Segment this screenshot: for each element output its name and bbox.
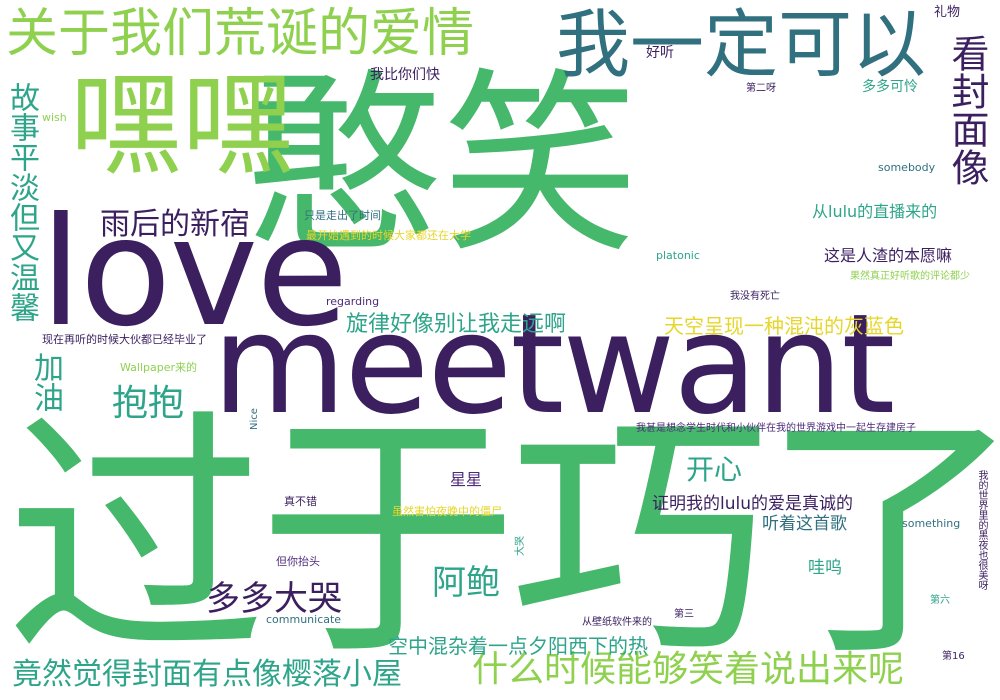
word-nice: Nice: [249, 408, 260, 430]
word-yuhou: 雨后的新宿: [100, 207, 250, 242]
word-haoting: 好听: [646, 45, 674, 61]
word-di16: 第16: [942, 651, 965, 662]
word-guanyu: 关于我们荒诞的爱情: [6, 4, 475, 64]
word-bizhi: 从壁纸软件来的: [582, 617, 652, 628]
word-shenme: 什么时候能够笑着说出来呢: [472, 649, 905, 690]
word-zhenbucuo: 真不错: [284, 495, 317, 508]
word-zheshi: 这是人渣的本愿嘛: [824, 246, 953, 265]
word-kaixin: 开心: [686, 453, 743, 486]
word-woyiding: 我一定可以: [556, 2, 926, 88]
word-conglulu: 从lulu的直播来的: [812, 202, 938, 221]
word-liwu: 礼物: [934, 5, 961, 20]
word-communicate: communicate: [266, 613, 342, 626]
word-duoduodaku: 多多大哭: [206, 579, 342, 619]
word-heihei: 嘿嘿: [70, 61, 294, 191]
word-hanxiao: 憨笑: [246, 52, 639, 280]
word-guoyuqiaole: 过于巧了: [6, 389, 1000, 691]
word-zhengming: 证明我的lulu的爱是真诚的: [652, 494, 853, 514]
word-wallpaper: Wallpaper来的: [120, 361, 198, 374]
word-woshen: 我甚是想念学生时代和小伙伴在我的世界游戏中一起生存建房子: [636, 423, 916, 434]
word-something: something: [902, 517, 961, 530]
word-danni: 但你抬头: [276, 555, 320, 568]
word-xianzai: 现在再听的时候大伙都已经毕业了: [42, 333, 207, 346]
word-love: love: [40, 186, 349, 360]
word-wish: wish: [42, 111, 67, 124]
word-tiankong: 天空呈现一种混沌的灰蓝色: [664, 314, 904, 338]
word-womeiyou: 我没有死亡: [730, 291, 780, 302]
word-disan: 第三: [674, 609, 694, 620]
word-kongzhong: 空中混杂着一点夕阳西下的热: [388, 634, 648, 658]
word-jiayou: 加油: [28, 352, 63, 412]
word-diliu: 第六: [930, 595, 950, 606]
word-suiran: 虽然害怕夜晚中的僵尸: [392, 505, 502, 518]
word-xingxing: 星星: [450, 470, 483, 489]
word-meetwant: meetwant: [212, 284, 895, 445]
word-daku: 大哭: [515, 536, 526, 556]
word-kanfengmian: 看封面像: [945, 34, 989, 186]
word-xuanlv: 旋律好像别让我走远啊: [346, 312, 567, 337]
word-abao: 阿鲍: [432, 563, 500, 603]
word-dierya: 第二呀: [746, 83, 776, 94]
word-wode: 我的世界里的黑夜也很美呀: [976, 470, 987, 590]
word-baobao: 抱抱: [112, 383, 185, 424]
word-duoduokelian: 多多可怜: [862, 79, 918, 95]
word-guoran: 果然真正好听歌的评论都少: [850, 271, 970, 282]
word-zhishi: 只是走出了时间: [304, 209, 381, 222]
word-tingzhe: 听着这首歌: [762, 514, 847, 534]
word-wawu: 哇呜: [808, 558, 842, 578]
word-zuikaishi: 最开始遇到的时候大家都还在大学: [306, 229, 471, 242]
word-wobini: 我比你们快: [370, 67, 440, 83]
word-platonic: platonic: [656, 249, 700, 262]
word-regarding: regarding: [326, 295, 380, 308]
word-jingran: 竟然觉得封面有点像樱落小屋: [12, 657, 402, 692]
word-gushi: 故事平淡但又温馨: [4, 82, 39, 322]
word-somebody: somebody: [878, 161, 936, 174]
